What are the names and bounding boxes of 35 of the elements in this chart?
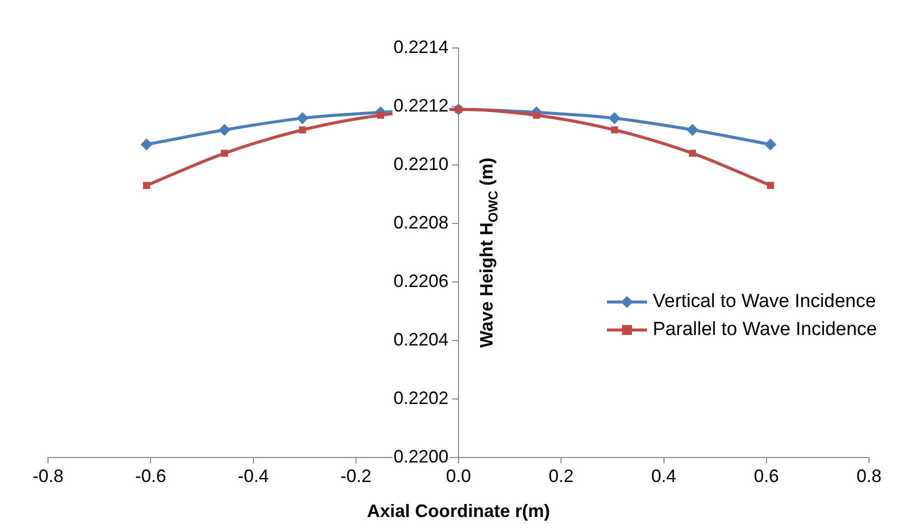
point — [686, 124, 698, 136]
point — [296, 112, 309, 124]
point — [532, 112, 540, 119]
legend-label: Vertical to Wave Incidence — [652, 291, 876, 314]
point — [608, 112, 620, 124]
x-tick-label: 0.0 — [446, 466, 472, 486]
point — [376, 112, 384, 119]
y-tick-label: 0.2214 — [393, 36, 448, 57]
x-tick-label: -0.2 — [340, 466, 372, 486]
point — [610, 126, 618, 134]
legend-label: Parallel to Wave Incidence — [652, 319, 877, 342]
point — [688, 150, 696, 157]
x-axis-title: Axial Coordinate r(m) — [366, 501, 550, 521]
point — [764, 138, 776, 150]
point — [140, 138, 153, 150]
x-tick-label: 0.4 — [651, 466, 676, 486]
point — [298, 126, 306, 134]
x-tick-label: -0.6 — [135, 466, 166, 486]
y-tick-label: 0.2206 — [393, 270, 448, 291]
x-tick-label: 0.2 — [548, 466, 574, 486]
x-tick-label: 0.8 — [856, 466, 882, 486]
y-tick-label: 0.2208 — [393, 212, 448, 232]
y-tick-label: 0.2204 — [393, 329, 448, 350]
y-tick-label: 0.2212 — [393, 95, 448, 116]
point — [218, 124, 231, 136]
y-axis-title: Wave Height HOWC (m) — [476, 158, 500, 348]
y-tick-label: 0.2200 — [393, 446, 448, 466]
point — [766, 182, 774, 189]
point — [220, 150, 228, 157]
x-tick-label: 0.6 — [754, 466, 779, 486]
y-tick-label: 0.2202 — [393, 388, 448, 408]
y-tick-label: 0.2210 — [393, 154, 448, 174]
x-tick-label: -0.4 — [238, 466, 269, 486]
x-tick-label: -0.8 — [32, 466, 64, 486]
point — [142, 182, 150, 189]
